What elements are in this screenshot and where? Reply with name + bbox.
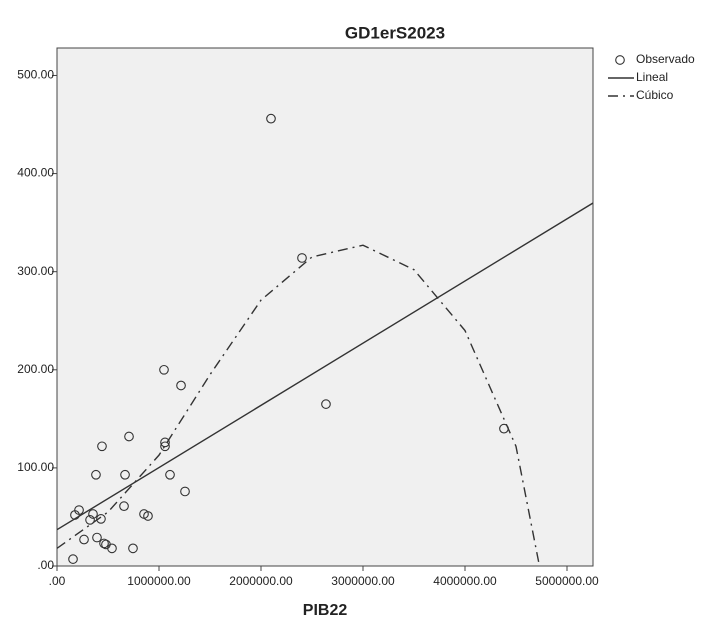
legend-marker bbox=[615, 55, 625, 65]
data-point bbox=[176, 380, 186, 391]
y-tick-label: 400.00 bbox=[17, 166, 54, 180]
y-tick-label: 100.00 bbox=[17, 460, 54, 474]
data-point bbox=[266, 113, 276, 124]
data-point bbox=[91, 469, 101, 480]
data-point bbox=[180, 486, 190, 497]
data-point bbox=[85, 515, 95, 525]
x-tick-label: .00 bbox=[49, 574, 66, 588]
data-point bbox=[119, 501, 129, 512]
y-tick-label: .00 bbox=[37, 558, 54, 572]
y-tick-label: 200.00 bbox=[17, 362, 54, 376]
y-tick-label: 300.00 bbox=[17, 264, 54, 278]
data-point bbox=[165, 469, 175, 480]
data-point bbox=[74, 505, 84, 515]
data-point bbox=[68, 554, 78, 564]
legend-label: Cúbico bbox=[636, 88, 674, 102]
data-point bbox=[96, 514, 106, 524]
legend-label: Lineal bbox=[636, 70, 668, 84]
data-point bbox=[297, 253, 307, 263]
data-point bbox=[97, 441, 107, 452]
data-point bbox=[88, 509, 98, 519]
data-point bbox=[79, 534, 89, 545]
x-tick-label: 1000000.00 bbox=[127, 574, 191, 588]
chart-title: GD1erS2023 bbox=[345, 23, 445, 42]
data-point bbox=[160, 441, 170, 452]
x-tick-label: 3000000.00 bbox=[331, 574, 395, 588]
data-point bbox=[159, 364, 169, 375]
data-point bbox=[124, 431, 134, 442]
fit-line bbox=[57, 202, 593, 531]
data-point bbox=[160, 437, 170, 448]
fit-line bbox=[57, 244, 541, 566]
y-tick-label: 500.00 bbox=[17, 68, 54, 82]
data-point bbox=[128, 543, 138, 554]
data-point bbox=[120, 469, 130, 480]
x-tick-label: 4000000.00 bbox=[433, 574, 497, 588]
data-point bbox=[107, 543, 117, 554]
data-point bbox=[143, 511, 153, 521]
x-tick-label: 2000000.00 bbox=[229, 574, 293, 588]
data-point bbox=[321, 399, 331, 409]
x-tick-label: 5000000.00 bbox=[535, 574, 599, 588]
data-point bbox=[92, 532, 102, 543]
legend-label: Observado bbox=[636, 52, 695, 66]
data-point bbox=[99, 538, 109, 549]
x-axis-label: PIB22 bbox=[303, 602, 348, 619]
plot-area bbox=[56, 47, 594, 567]
